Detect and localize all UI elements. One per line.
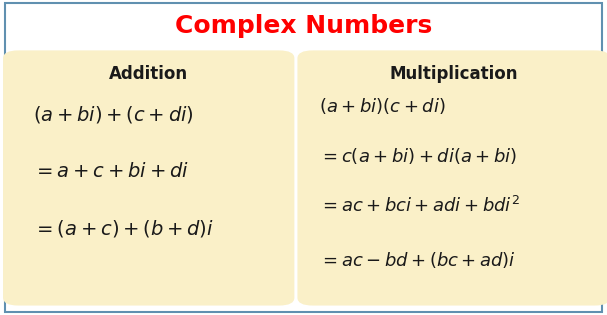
- Text: $=ac+bci+adi+bdi^{2}$: $=ac+bci+adi+bdi^{2}$: [319, 196, 520, 216]
- FancyBboxPatch shape: [3, 50, 294, 306]
- Text: $=(a+c)+(b+d)i$: $=(a+c)+(b+d)i$: [33, 218, 214, 239]
- Text: Multiplication: Multiplication: [390, 65, 518, 83]
- Text: $(a+bi)(c+di)$: $(a+bi)(c+di)$: [319, 95, 445, 116]
- Text: Addition: Addition: [109, 65, 188, 83]
- Text: $=c(a+bi)+di(a+bi)$: $=c(a+bi)+di(a+bi)$: [319, 146, 517, 166]
- Text: $(a+bi)+(c+di)$: $(a+bi)+(c+di)$: [33, 105, 194, 125]
- FancyBboxPatch shape: [5, 3, 602, 312]
- FancyBboxPatch shape: [297, 50, 607, 306]
- Text: $=a+c+bi+di$: $=a+c+bi+di$: [33, 162, 189, 181]
- Text: Complex Numbers: Complex Numbers: [175, 14, 432, 38]
- Text: $=ac-bd+(bc+ad)i$: $=ac-bd+(bc+ad)i$: [319, 250, 515, 270]
